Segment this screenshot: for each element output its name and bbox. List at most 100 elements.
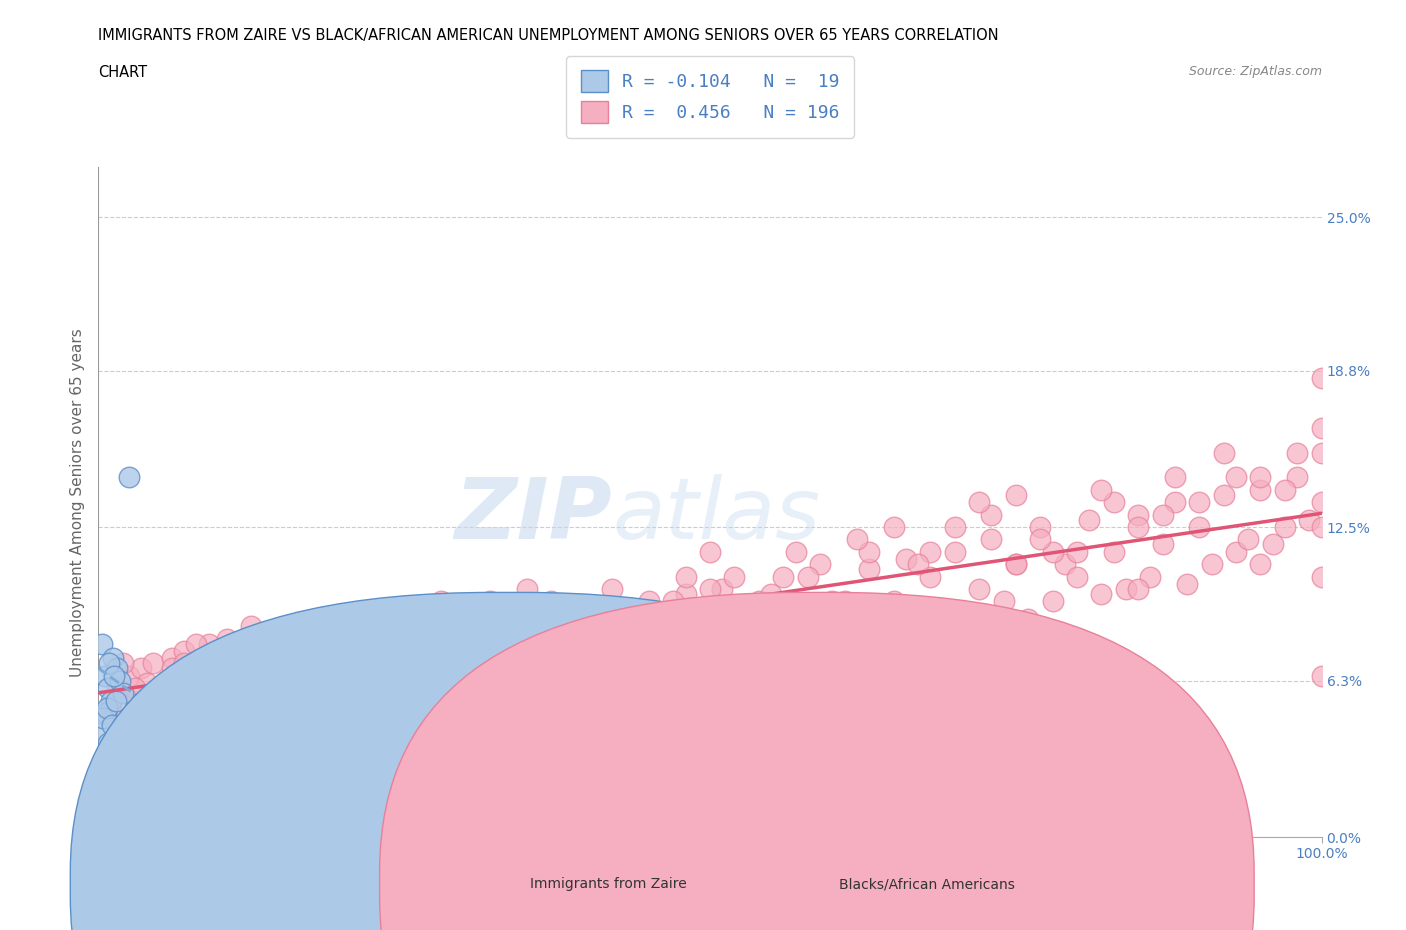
Point	[1261, 537, 1284, 551]
Point	[430, 644, 453, 658]
Point	[101, 718, 124, 733]
Point	[295, 631, 318, 646]
Point	[246, 669, 269, 684]
Point	[259, 661, 281, 676]
Text: ZIP: ZIP	[454, 474, 612, 557]
Point	[1152, 507, 1174, 522]
Point	[1029, 532, 1052, 547]
Point	[797, 606, 820, 621]
Point	[808, 557, 831, 572]
Text: Source: ZipAtlas.com: Source: ZipAtlas.com	[1188, 65, 1322, 78]
Point	[699, 656, 721, 671]
Point	[1274, 520, 1296, 535]
Point	[1128, 520, 1150, 535]
Point	[491, 644, 513, 658]
Point	[540, 594, 562, 609]
Point	[129, 661, 152, 676]
Point	[516, 618, 538, 633]
Point	[356, 631, 378, 646]
Point	[155, 673, 177, 688]
Point	[381, 626, 404, 641]
Point	[1310, 420, 1333, 435]
Point	[699, 544, 721, 559]
Point	[1128, 581, 1150, 596]
Point	[883, 520, 905, 535]
Point	[478, 669, 501, 684]
Point	[270, 693, 294, 708]
Point	[834, 594, 856, 609]
Point	[1004, 557, 1026, 572]
Point	[90, 725, 112, 740]
Point	[576, 644, 599, 658]
Text: Immigrants from Zaire: Immigrants from Zaire	[530, 877, 686, 892]
Point	[785, 636, 807, 651]
Point	[1310, 669, 1333, 684]
Point	[1286, 470, 1309, 485]
Point	[454, 631, 477, 646]
Point	[149, 693, 172, 708]
Point	[956, 618, 979, 633]
Point	[527, 661, 550, 676]
Point	[967, 495, 990, 510]
Point	[662, 644, 685, 658]
Point	[209, 656, 232, 671]
Point	[136, 693, 159, 708]
Point	[1017, 611, 1039, 626]
Point	[845, 532, 868, 547]
Point	[197, 636, 219, 651]
Point	[222, 669, 245, 684]
Point	[662, 594, 685, 609]
Point	[1201, 557, 1223, 572]
Point	[308, 651, 330, 666]
Point	[1310, 569, 1333, 584]
Point	[1139, 569, 1161, 584]
Point	[503, 636, 526, 651]
Point	[332, 644, 354, 658]
Point	[516, 581, 538, 596]
Point	[1164, 470, 1187, 485]
Point	[136, 676, 159, 691]
Point	[1042, 544, 1064, 559]
Point	[967, 581, 990, 596]
Point	[118, 470, 141, 485]
Point	[368, 656, 391, 671]
Point	[1066, 544, 1088, 559]
Point	[430, 594, 453, 609]
Point	[920, 569, 942, 584]
Point	[1250, 470, 1272, 485]
Point	[98, 656, 121, 671]
Point	[94, 706, 117, 721]
Point	[101, 651, 124, 666]
Point	[980, 507, 1002, 522]
Point	[246, 656, 269, 671]
Point	[1066, 569, 1088, 584]
Point	[240, 618, 263, 633]
Point	[761, 587, 783, 602]
Point	[980, 532, 1002, 547]
Point	[1102, 544, 1125, 559]
Point	[392, 606, 416, 621]
Point	[1310, 371, 1333, 386]
Point	[233, 644, 256, 658]
Point	[553, 656, 575, 671]
Point	[186, 636, 208, 651]
Point	[392, 693, 416, 708]
Point	[1212, 487, 1234, 502]
Point	[600, 669, 623, 684]
Point	[883, 618, 905, 633]
Point	[491, 606, 513, 621]
Point	[1250, 557, 1272, 572]
Text: CHART: CHART	[98, 65, 148, 80]
Point	[883, 594, 905, 609]
Point	[405, 611, 427, 626]
Point	[100, 700, 122, 715]
Point	[675, 569, 697, 584]
Point	[118, 669, 141, 684]
Point	[215, 631, 238, 646]
Point	[870, 611, 893, 626]
Point	[392, 644, 416, 658]
Point	[149, 693, 172, 708]
Point	[111, 656, 134, 671]
Point	[723, 569, 745, 584]
Point	[228, 651, 250, 666]
